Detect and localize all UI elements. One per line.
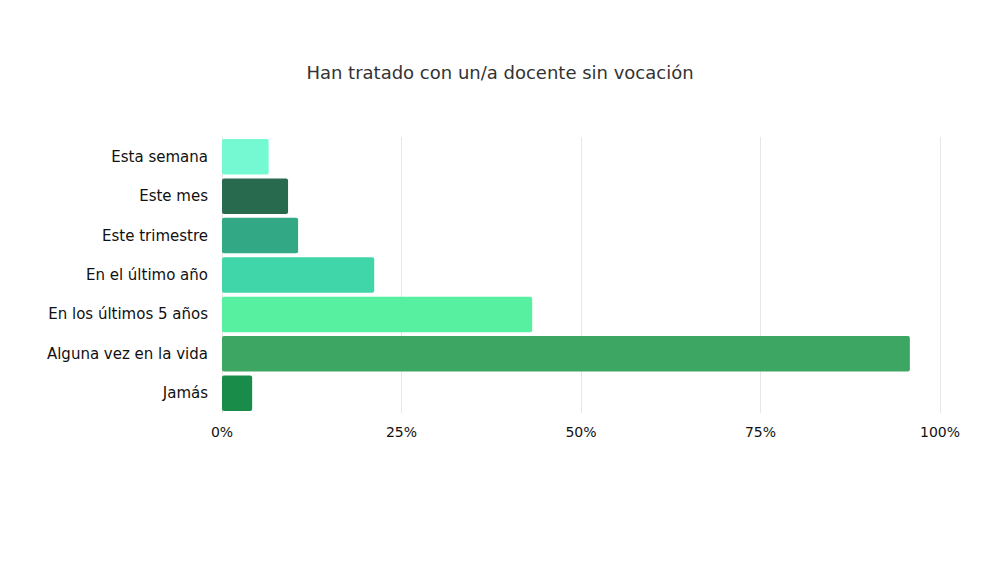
svg-text:En los últimos 5 años: En los últimos 5 años [48, 305, 208, 323]
svg-text:Alguna vez en la vida: Alguna vez en la vida [47, 345, 208, 363]
svg-text:100%: 100% [920, 424, 960, 440]
svg-text:0%: 0% [211, 424, 233, 440]
svg-text:75%: 75% [745, 424, 776, 440]
svg-text:25%: 25% [386, 424, 417, 440]
svg-text:Esta semana: Esta semana [111, 148, 208, 166]
svg-text:Este mes: Este mes [139, 187, 208, 205]
svg-text:Jamás: Jamás [162, 384, 208, 402]
svg-text:En el último año: En el último año [86, 266, 208, 284]
svg-text:Han tratado con un/a docente s: Han tratado con un/a docente sin vocació… [306, 62, 693, 83]
svg-text:50%: 50% [565, 424, 596, 440]
svg-text:Este trimestre: Este trimestre [102, 227, 208, 245]
